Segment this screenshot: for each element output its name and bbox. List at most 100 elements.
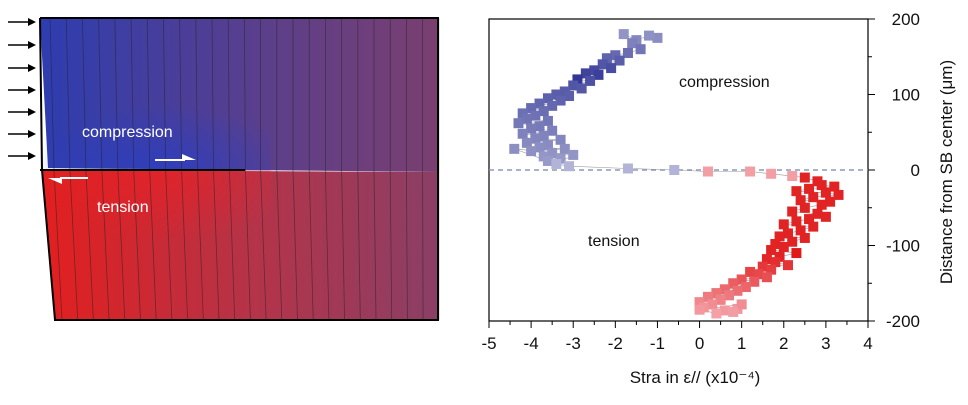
data-point bbox=[778, 219, 789, 230]
grid-line bbox=[292, 18, 298, 321]
x-axis-label: Stra in ε// (x10⁻⁴) bbox=[630, 368, 761, 387]
tension-label: tension bbox=[97, 199, 149, 216]
tension-annotation: tension bbox=[588, 233, 640, 250]
data-point bbox=[644, 30, 655, 41]
grid-line bbox=[405, 18, 408, 321]
data-point bbox=[724, 290, 735, 301]
data-point bbox=[774, 251, 785, 262]
data-point bbox=[580, 68, 591, 79]
grid-line bbox=[422, 18, 424, 321]
data-point bbox=[812, 208, 823, 219]
data-point bbox=[799, 202, 810, 213]
data-point bbox=[778, 242, 789, 253]
data-point bbox=[694, 297, 705, 308]
data-point bbox=[597, 59, 608, 70]
data-point bbox=[770, 257, 781, 268]
data-point bbox=[572, 74, 583, 85]
x-tick-label: -3 bbox=[566, 334, 581, 353]
data-point bbox=[534, 121, 545, 132]
data-point bbox=[601, 53, 612, 64]
data-point bbox=[766, 245, 777, 256]
x-tick-label: 3 bbox=[821, 334, 830, 353]
data-point bbox=[787, 171, 798, 182]
x-axis-ticks: -5 -4 -3 -2 -1 0 1 2 3 4 bbox=[481, 321, 873, 353]
data-point bbox=[534, 98, 545, 109]
y-tick-label: 0 bbox=[911, 161, 920, 180]
data-point bbox=[534, 142, 545, 153]
data-point bbox=[702, 291, 713, 302]
y-axis-label: Distance from SB center (μm) bbox=[937, 60, 956, 284]
data-point bbox=[736, 299, 747, 310]
data-point bbox=[753, 269, 764, 280]
shear-right-arrow-icon bbox=[155, 154, 196, 161]
data-point bbox=[555, 153, 566, 164]
grid-line bbox=[357, 18, 361, 321]
grid-line bbox=[276, 18, 283, 321]
data-point bbox=[652, 32, 663, 43]
x-tick-label: 0 bbox=[695, 334, 704, 353]
x-tick-label: 2 bbox=[779, 334, 788, 353]
data-point bbox=[551, 89, 562, 100]
shear-arrows bbox=[48, 154, 196, 184]
x-tick-label: 4 bbox=[863, 334, 872, 353]
grid-line bbox=[373, 18, 377, 321]
data-point bbox=[728, 278, 739, 289]
data-point bbox=[715, 294, 726, 305]
data-point bbox=[820, 187, 831, 198]
data-point bbox=[530, 110, 541, 121]
data-point bbox=[728, 306, 739, 317]
x-tick-label: -1 bbox=[650, 334, 665, 353]
data-point bbox=[719, 305, 730, 316]
load-arrows bbox=[8, 18, 36, 160]
data-point bbox=[745, 266, 756, 277]
data-point bbox=[791, 186, 802, 197]
data-point bbox=[766, 168, 777, 179]
data-point bbox=[513, 118, 524, 129]
data-point bbox=[521, 113, 532, 124]
y-tick-label: -100 bbox=[886, 237, 920, 256]
arrow-icon bbox=[8, 108, 36, 116]
data-point bbox=[521, 137, 532, 148]
data-point bbox=[707, 299, 718, 310]
data-point bbox=[787, 206, 798, 217]
y-tick-label: 200 bbox=[892, 10, 920, 29]
data-point bbox=[568, 149, 579, 160]
grid-line bbox=[324, 18, 330, 321]
data-point bbox=[795, 225, 806, 236]
data-point bbox=[761, 272, 772, 283]
data-point bbox=[542, 155, 553, 166]
data-point bbox=[702, 166, 713, 177]
data-point bbox=[517, 108, 528, 119]
data-point bbox=[517, 128, 528, 139]
data-point bbox=[816, 199, 827, 210]
data-point bbox=[551, 158, 562, 169]
data-point bbox=[530, 133, 541, 144]
x-tick-label: 1 bbox=[737, 334, 746, 353]
data-point bbox=[542, 140, 553, 151]
data-point bbox=[542, 93, 553, 104]
data-point bbox=[782, 260, 793, 271]
data-point bbox=[761, 254, 772, 265]
data-point bbox=[799, 172, 810, 183]
data-point bbox=[787, 236, 798, 247]
data-point bbox=[547, 125, 558, 136]
data-point bbox=[576, 83, 587, 94]
data-point bbox=[555, 134, 566, 145]
data-point bbox=[593, 69, 604, 80]
y-tick-label: -200 bbox=[886, 312, 920, 331]
diagram-svg: compression tension bbox=[8, 17, 440, 321]
arrow-icon bbox=[8, 86, 36, 94]
data-point bbox=[622, 47, 633, 58]
data-point bbox=[732, 285, 743, 296]
x-tick-label: -4 bbox=[524, 334, 539, 353]
data-point bbox=[833, 189, 844, 200]
data-point bbox=[614, 55, 625, 66]
strain-chart: -5 -4 -3 -2 -1 0 1 2 3 4 200 100 0 -100 -200 compress… bbox=[470, 0, 968, 400]
data-point bbox=[791, 216, 802, 227]
data-point bbox=[804, 214, 815, 225]
x-tick-label: -5 bbox=[481, 334, 496, 353]
data-point bbox=[635, 44, 646, 55]
data-point bbox=[564, 161, 575, 172]
y-axis-ticks: 200 100 0 -100 -200 bbox=[868, 10, 920, 331]
data-point bbox=[736, 274, 747, 285]
